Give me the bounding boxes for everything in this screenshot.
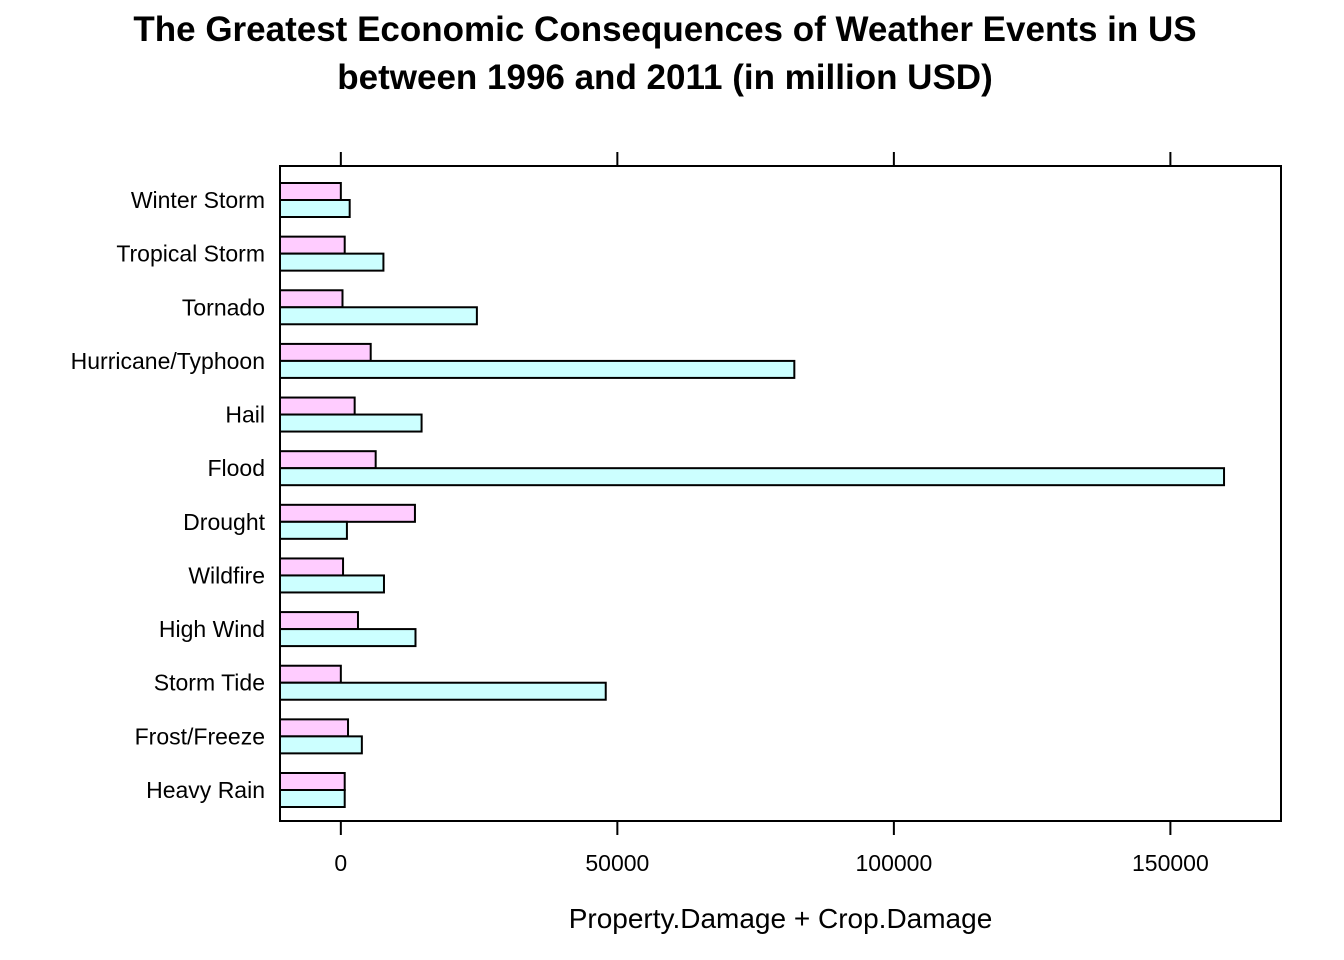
bar-series2: [279, 199, 351, 218]
bar-series2: [279, 359, 796, 379]
category-label: Flood: [207, 455, 265, 481]
bar-series2: [279, 681, 607, 701]
bar-series1: [279, 772, 346, 791]
category-label: Tropical Storm: [116, 241, 265, 267]
bar-series1: [279, 450, 377, 470]
bar-series2: [279, 574, 385, 594]
bar-series1: [279, 289, 344, 309]
category-label: Tornado: [182, 294, 265, 320]
x-tick-label: 150000: [1132, 850, 1209, 876]
chart-title-line1: The Greatest Economic Consequences of We…: [133, 10, 1197, 49]
bar-series1: [279, 503, 416, 523]
category-label: Wildfire: [188, 562, 265, 588]
plot-frame: [279, 165, 1282, 822]
x-tick-label: 100000: [855, 850, 932, 876]
bar-series2: [279, 735, 363, 755]
category-label: Drought: [183, 509, 265, 535]
chart-title-line2: between 1996 and 2011 (in million USD): [337, 58, 993, 97]
bar-series1: [279, 182, 342, 201]
bar-series2: [279, 306, 478, 326]
category-labels: Winter Storm Tropical Storm Tornado Hurrica…: [71, 187, 266, 803]
bar-series2: [279, 628, 417, 648]
category-label: Heavy Rain: [146, 777, 265, 803]
bar-series2: [279, 467, 1226, 487]
x-axis-label: Property.Damage + Crop.Damage: [569, 903, 993, 934]
category-label: Hurricane/Typhoon: [71, 348, 265, 374]
bar-series1: [279, 235, 346, 255]
bar-series1: [279, 611, 359, 631]
bar-series1: [279, 342, 372, 362]
x-axis-ticks: 0 50000 100000 150000: [334, 152, 1209, 876]
bar-series1: [279, 718, 350, 738]
x-tick-label: 0: [334, 850, 347, 876]
category-label: Storm Tide: [154, 670, 265, 696]
bar-series1: [279, 664, 342, 684]
bar-series1: [279, 396, 356, 416]
category-label: High Wind: [159, 616, 265, 642]
bar-series2: [279, 413, 423, 433]
category-label: Frost/Freeze: [135, 723, 265, 749]
category-label: Hail: [225, 402, 265, 428]
bars-group: [279, 182, 1226, 808]
bar-series2: [279, 252, 385, 272]
category-label: Winter Storm: [131, 187, 265, 213]
bar-series1: [279, 557, 345, 577]
x-tick-label: 50000: [585, 850, 649, 876]
bar-series2: [279, 789, 346, 808]
bar-series2: [279, 520, 348, 540]
